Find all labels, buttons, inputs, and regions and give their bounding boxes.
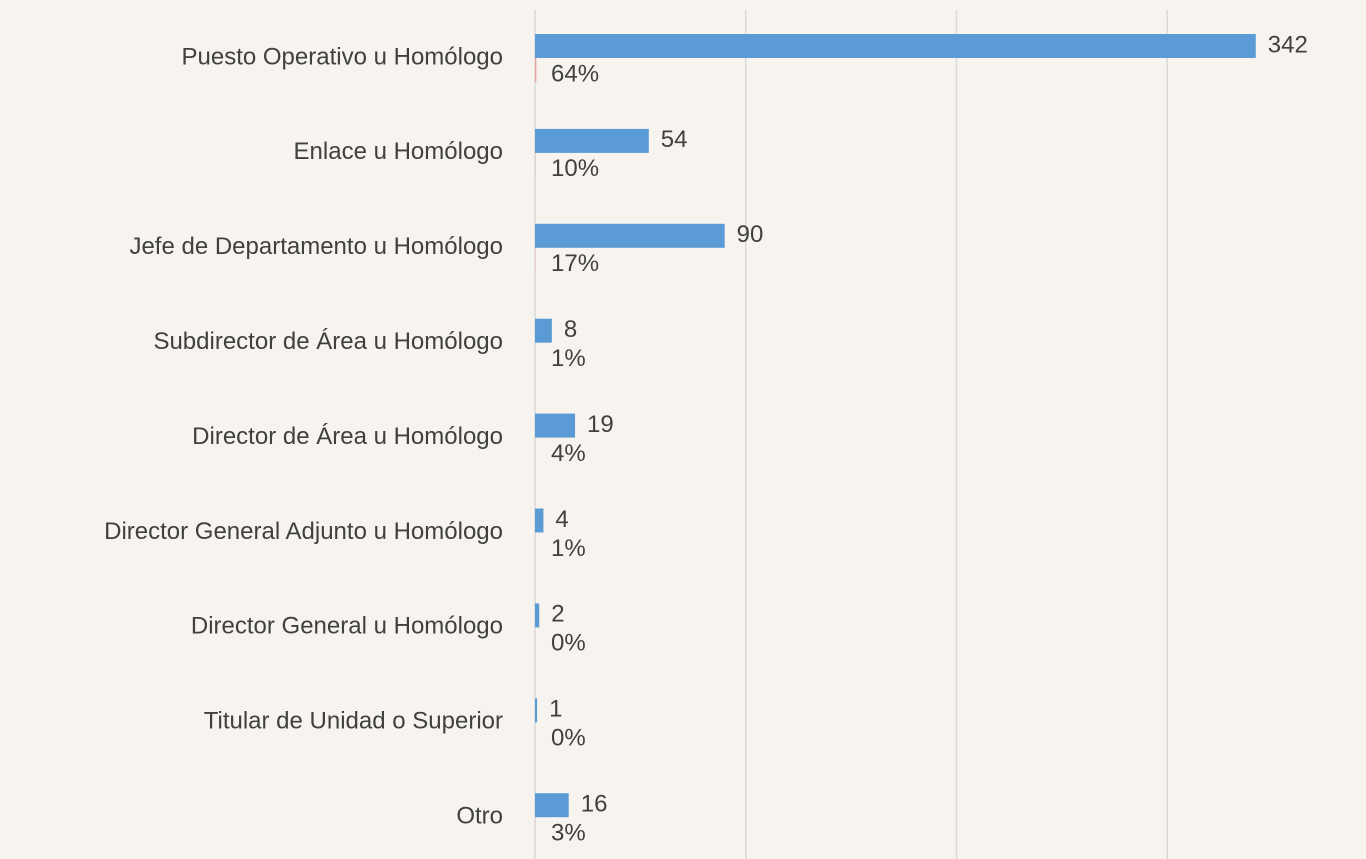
- y-tick-label: Director de Área u Homólogo: [192, 423, 503, 450]
- value-label: 17%: [551, 250, 599, 277]
- y-tick-label: Titular de Unidad o Superior: [204, 708, 503, 735]
- y-tick-label: Director General Adjunto u Homólogo: [104, 518, 503, 545]
- bar: [535, 603, 540, 628]
- bar: [535, 318, 552, 343]
- y-tick-label: Director General u Homólogo: [191, 613, 503, 640]
- value-label: 10%: [551, 155, 599, 182]
- bar: [535, 223, 725, 248]
- bar: [535, 34, 1256, 58]
- value-label: 3%: [551, 820, 586, 847]
- value-label: 16: [581, 791, 608, 818]
- value-label: 54: [661, 126, 688, 153]
- value-label: 19: [587, 411, 614, 438]
- value-label: 0%: [551, 725, 586, 752]
- bar: [535, 128, 649, 153]
- value-label: 64%: [551, 60, 599, 87]
- bar: [535, 698, 538, 723]
- y-tick-label: Puesto Operativo u Homólogo: [181, 43, 503, 70]
- value-label: 8: [564, 316, 577, 343]
- value-label: 4%: [551, 440, 586, 467]
- value-label: 1%: [551, 535, 586, 562]
- bar: [535, 413, 576, 438]
- bar: [535, 508, 544, 533]
- value-label: 90: [737, 221, 764, 248]
- value-label: 4: [555, 506, 568, 533]
- bar: [535, 58, 537, 82]
- value-label: 1%: [551, 345, 586, 372]
- bar: [535, 793, 569, 818]
- y-tick-label: Jefe de Departamento u Homólogo: [129, 233, 503, 260]
- value-label: 0%: [551, 630, 586, 657]
- value-label: 2: [551, 601, 564, 628]
- y-tick-label: Otro: [456, 803, 503, 830]
- y-tick-label: Enlace u Homólogo: [294, 138, 503, 165]
- y-tick-label: Subdirector de Área u Homólogo: [153, 328, 503, 355]
- value-label: 1: [549, 696, 562, 723]
- value-label: 342: [1268, 31, 1308, 58]
